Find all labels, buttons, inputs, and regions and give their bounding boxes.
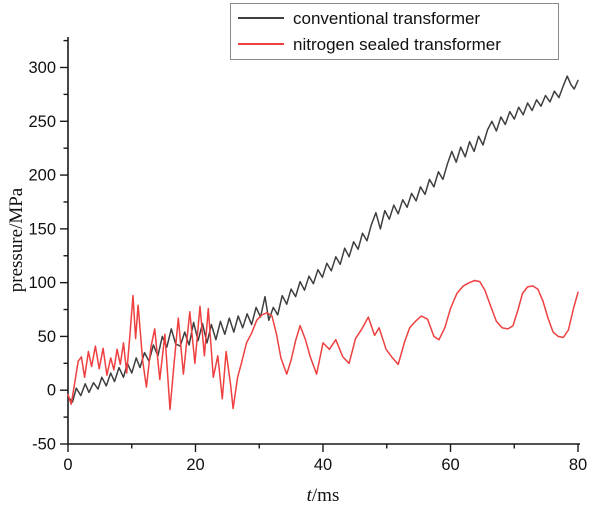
x-axis-title: t/ms bbox=[223, 485, 423, 507]
y-tick-labels: -50 0 50 100 150 200 250 300 bbox=[28, 59, 56, 454]
x-axis-title-variable: t bbox=[306, 485, 312, 506]
svg-text:0: 0 bbox=[47, 382, 56, 400]
legend-box: conventional transformer nitrogen sealed… bbox=[230, 3, 559, 60]
x-tick-labels: 0 20 40 60 80 bbox=[63, 456, 587, 474]
legend-entry-conventional: conventional transformer bbox=[238, 5, 554, 31]
legend-line-swatch-red bbox=[238, 43, 284, 45]
svg-text:40: 40 bbox=[314, 456, 332, 474]
series-line-conventional bbox=[67, 75, 579, 403]
svg-text:50: 50 bbox=[38, 328, 56, 346]
svg-text:200: 200 bbox=[28, 167, 56, 185]
legend-label: conventional transformer bbox=[293, 8, 481, 28]
axes bbox=[67, 37, 580, 445]
svg-text:60: 60 bbox=[441, 456, 459, 474]
svg-text:-50: -50 bbox=[32, 436, 56, 454]
series-line-nitrogen bbox=[67, 279, 579, 411]
svg-text:100: 100 bbox=[28, 274, 56, 292]
svg-text:250: 250 bbox=[28, 113, 56, 131]
svg-text:300: 300 bbox=[28, 59, 56, 77]
x-axis-title-unit: /ms bbox=[311, 485, 340, 506]
y-axis-title: pressure/MPa bbox=[6, 187, 27, 293]
tick-marks bbox=[60, 39, 579, 452]
svg-text:0: 0 bbox=[63, 456, 72, 474]
legend-entry-nitrogen: nitrogen sealed transformer bbox=[238, 31, 554, 57]
svg-text:80: 80 bbox=[569, 456, 587, 474]
svg-text:150: 150 bbox=[28, 220, 56, 238]
legend-line-swatch-black bbox=[238, 17, 284, 19]
svg-text:20: 20 bbox=[186, 456, 204, 474]
legend-label: nitrogen sealed transformer bbox=[293, 34, 501, 54]
